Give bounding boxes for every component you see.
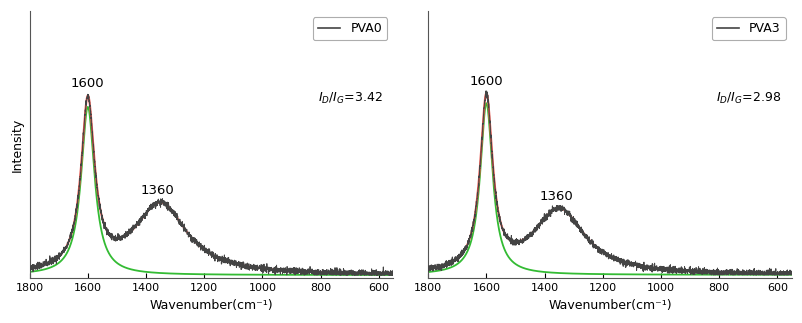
Text: 1600: 1600 xyxy=(469,75,503,88)
Text: $I_D/I_G$=3.42: $I_D/I_G$=3.42 xyxy=(318,91,382,106)
Text: 1360: 1360 xyxy=(140,184,174,197)
X-axis label: Wavenumber(cm⁻¹): Wavenumber(cm⁻¹) xyxy=(149,299,273,312)
Text: $I_D/I_G$=2.98: $I_D/I_G$=2.98 xyxy=(715,91,780,106)
X-axis label: Wavenumber(cm⁻¹): Wavenumber(cm⁻¹) xyxy=(548,299,671,312)
Legend: PVA3: PVA3 xyxy=(711,17,784,40)
Legend: PVA0: PVA0 xyxy=(313,17,387,40)
Y-axis label: Intensity: Intensity xyxy=(11,118,24,172)
Text: 1360: 1360 xyxy=(539,190,573,203)
Text: 1600: 1600 xyxy=(71,78,104,90)
